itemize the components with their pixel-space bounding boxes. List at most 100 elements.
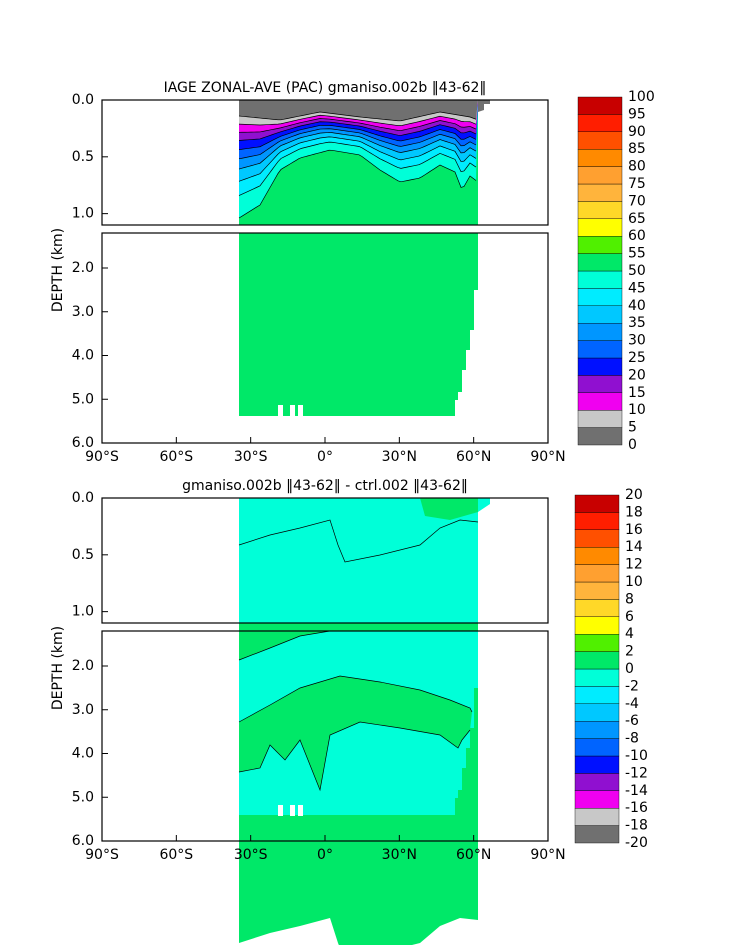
colorbar-box	[574, 703, 620, 722]
colorbar-label: 15	[628, 385, 646, 401]
colorbar-label: -18	[625, 818, 648, 834]
contour-region	[239, 498, 490, 623]
colorbar-label: 100	[628, 89, 655, 105]
y-tick-label: 4.0	[72, 746, 94, 762]
contour-region	[420, 498, 478, 520]
colorbar-label: -12	[625, 765, 648, 781]
contour-region	[428, 535, 442, 590]
y-tick-label: 3.0	[72, 304, 94, 320]
x-tick-label: 30°N	[382, 847, 417, 863]
contour-region	[239, 233, 478, 416]
contour-line	[238, 675, 473, 723]
colorbar-box	[577, 323, 623, 341]
colorbar-box	[577, 392, 623, 411]
contour-line	[238, 132, 477, 170]
colorbar-label: -10	[625, 748, 648, 764]
colorbar-label: 12	[625, 557, 643, 573]
contour-region	[478, 100, 490, 112]
colorbar-box	[574, 581, 620, 600]
colorbar-box	[577, 270, 623, 289]
x-tick-label: 30°N	[382, 449, 417, 465]
colorbar-box	[574, 668, 620, 687]
colorbar-label: -16	[625, 800, 648, 816]
land-notch	[478, 631, 482, 691]
plot-frame	[101, 99, 549, 226]
colorbar-label: 6	[625, 609, 634, 625]
colorbar-box	[577, 96, 623, 115]
colorbar-box	[574, 721, 620, 739]
colorbar-box	[574, 686, 620, 705]
colorbar-box	[574, 634, 620, 652]
contour-line	[238, 141, 477, 196]
contour-line	[238, 519, 479, 563]
contour-line	[238, 121, 477, 141]
colorbar-box	[577, 131, 623, 150]
colorbar-label: 20	[628, 367, 646, 383]
y-tick-label: 3.0	[72, 702, 94, 718]
x-tick-label: 0°	[317, 847, 333, 863]
colorbar-box	[577, 218, 623, 237]
land-notch	[278, 405, 283, 416]
x-tick-label: 30°S	[234, 449, 268, 465]
contour-region	[239, 100, 478, 121]
colorbar-label: 60	[628, 228, 646, 244]
contour-line	[238, 136, 477, 182]
x-tick-label: 0°	[317, 449, 333, 465]
colorbar-label: 30	[628, 333, 646, 349]
colorbar-label: 95	[628, 106, 646, 122]
colorbar-box	[577, 410, 623, 428]
y-tick-label: 1.0	[72, 604, 94, 620]
colorbar-box	[577, 253, 623, 272]
contour-line	[238, 111, 477, 122]
y-tick-label: 5.0	[72, 391, 94, 407]
contour-line	[238, 128, 477, 160]
y-tick-label: 0.0	[72, 92, 94, 108]
colorbar-label: 75	[628, 176, 646, 192]
colorbar-label: 65	[628, 211, 646, 227]
colorbar-label: 25	[628, 350, 646, 366]
colorbar-box	[574, 564, 620, 583]
x-tick-label: 60°S	[159, 449, 193, 465]
colorbar-label: 90	[628, 124, 646, 140]
contour-line	[238, 721, 471, 792]
contour-line	[238, 630, 331, 661]
colorbar-label: 40	[628, 298, 646, 314]
colorbar-label: 10	[628, 402, 646, 418]
colorbar-box	[577, 201, 623, 219]
colorbar-box	[574, 825, 620, 844]
contour-region	[452, 528, 466, 585]
x-tick-label: 90°S	[85, 847, 119, 863]
y-tick-label: 4.0	[72, 348, 94, 364]
colorbar-label: 55	[628, 246, 646, 262]
colorbar-label: 8	[625, 591, 634, 607]
colorbar-label: -20	[625, 835, 648, 851]
y-tick-label: 2.0	[72, 658, 94, 674]
colorbar-label: 5	[628, 420, 637, 436]
colorbar-label: 18	[625, 504, 643, 520]
contour-region	[300, 585, 325, 623]
colorbar-label: 0	[625, 661, 634, 677]
y-axis-label: DEPTH (km)	[50, 228, 66, 312]
colorbar-box	[574, 790, 620, 809]
y-axis-label: DEPTH (km)	[50, 626, 66, 710]
chart-title: IAGE ZONAL-AVE (PAC) gmaniso.002b ‖43-62…	[164, 80, 487, 96]
y-tick-label: 0.0	[72, 490, 94, 506]
y-tick-label: 0.5	[72, 149, 94, 165]
colorbar-box	[577, 375, 623, 393]
land-notch	[298, 805, 303, 816]
colorbar-box	[574, 738, 620, 757]
contour-region	[239, 631, 330, 660]
colorbar-box	[577, 305, 623, 324]
colorbar-box	[574, 616, 620, 635]
contour-line	[238, 118, 477, 133]
colorbar-label: -6	[625, 713, 639, 729]
colorbar-label: 50	[628, 263, 646, 279]
land-notch	[278, 805, 283, 816]
colorbar-box	[577, 114, 623, 133]
x-tick-label: 60°S	[159, 847, 193, 863]
x-tick-label: 90°N	[530, 847, 565, 863]
colorbar-label: 4	[625, 626, 634, 642]
colorbar-label: -14	[625, 783, 648, 799]
colorbar-box	[574, 599, 620, 618]
